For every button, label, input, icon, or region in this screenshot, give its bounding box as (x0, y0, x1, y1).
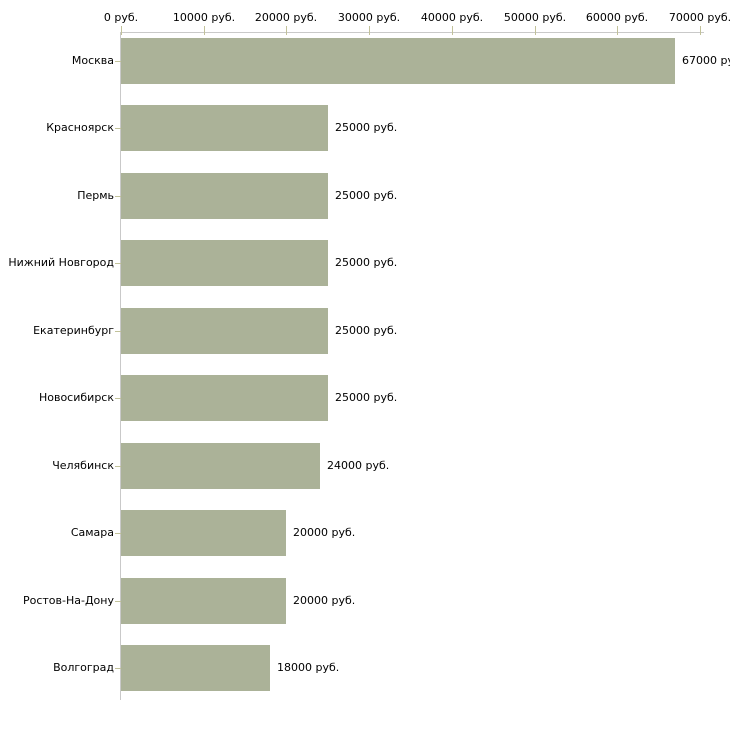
x-axis-tick (121, 26, 122, 35)
value-label: 24000 руб. (327, 459, 390, 472)
value-label: 18000 руб. (277, 661, 340, 674)
category-tick (115, 263, 121, 264)
category-tick (115, 331, 121, 332)
bar (121, 105, 328, 151)
category-tick (115, 128, 121, 129)
bar (121, 308, 328, 354)
category-tick (115, 196, 121, 197)
category-tick (115, 668, 121, 669)
x-axis-tick (617, 26, 618, 35)
bar (121, 443, 320, 489)
value-label: 20000 руб. (293, 526, 356, 539)
x-axis-tick-label: 0 руб. (103, 11, 139, 24)
bar (121, 173, 328, 219)
category-label: Нижний Новгород (8, 256, 114, 269)
x-axis-tick (452, 26, 453, 35)
value-label: 67000 руб. (682, 54, 730, 67)
category-label: Екатеринбург (33, 324, 114, 337)
bar (121, 375, 328, 421)
category-label: Красноярск (46, 121, 114, 134)
x-axis-tick-label: 10000 руб. (172, 11, 236, 24)
bar (121, 645, 270, 691)
bar (121, 38, 675, 84)
x-axis-tick-label: 70000 руб. (668, 11, 730, 24)
bar (121, 510, 286, 556)
x-axis-tick (700, 26, 701, 35)
category-label: Новосибирск (38, 391, 114, 404)
value-label: 25000 руб. (335, 391, 398, 404)
x-axis-tick (535, 26, 536, 35)
x-axis-tick-label: 30000 руб. (337, 11, 401, 24)
x-axis-tick (286, 26, 287, 35)
x-axis-tick-label: 40000 руб. (420, 11, 484, 24)
value-label: 25000 руб. (335, 121, 398, 134)
category-tick (115, 61, 121, 62)
y-axis-line (120, 32, 121, 700)
bar (121, 578, 286, 624)
x-axis-tick (369, 26, 370, 35)
category-label: Ростов-На-Дону (22, 594, 114, 607)
x-axis-line (120, 32, 704, 33)
x-axis-tick-label: 20000 руб. (254, 11, 318, 24)
value-label: 25000 руб. (335, 324, 398, 337)
category-label: Пермь (77, 189, 114, 202)
category-tick (115, 466, 121, 467)
category-tick (115, 601, 121, 602)
value-label: 20000 руб. (293, 594, 356, 607)
category-tick (115, 533, 121, 534)
category-label: Самара (70, 526, 114, 539)
bar (121, 240, 328, 286)
category-label: Челябинск (52, 459, 114, 472)
category-label: Волгоград (53, 661, 114, 674)
x-axis-tick (204, 26, 205, 35)
category-tick (115, 398, 121, 399)
value-label: 25000 руб. (335, 189, 398, 202)
x-axis-tick-label: 50000 руб. (503, 11, 567, 24)
x-axis-tick-label: 60000 руб. (585, 11, 649, 24)
category-label: Москва (71, 54, 114, 67)
value-label: 25000 руб. (335, 256, 398, 269)
